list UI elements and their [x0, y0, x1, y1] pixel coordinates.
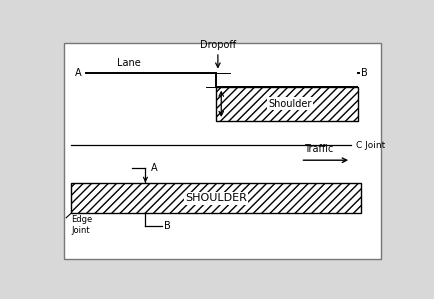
Text: Edge
Joint: Edge Joint	[71, 216, 92, 235]
Text: Traffic: Traffic	[303, 144, 332, 155]
Text: B: B	[360, 68, 367, 78]
Text: Dropoff: Dropoff	[199, 40, 235, 50]
Text: A: A	[150, 163, 157, 173]
Text: Shoulder: Shoulder	[268, 99, 311, 109]
Bar	[216, 86, 357, 121]
Text: C Joint: C Joint	[355, 141, 385, 150]
Bar	[71, 183, 360, 213]
Text: B: B	[164, 221, 170, 231]
Text: SHOULDER: SHOULDER	[185, 193, 247, 203]
Text: A: A	[75, 68, 81, 78]
Text: Lane: Lane	[116, 58, 140, 68]
